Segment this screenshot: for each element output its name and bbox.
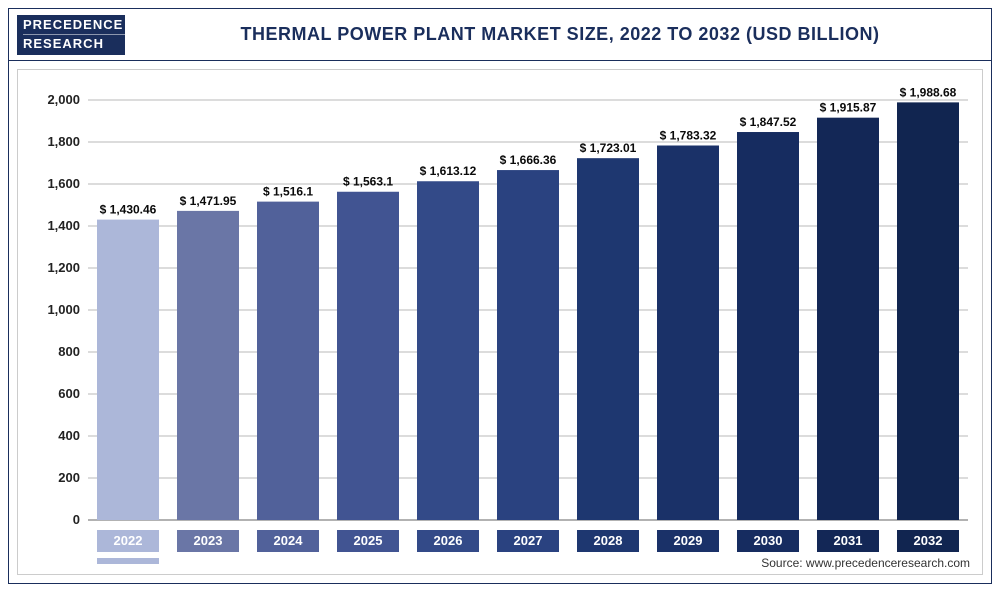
svg-text:$ 1,613.12: $ 1,613.12 <box>420 164 477 178</box>
source-prefix: Source: <box>761 556 806 570</box>
svg-text:$ 1,723.01: $ 1,723.01 <box>580 141 637 155</box>
svg-text:2022: 2022 <box>114 533 143 548</box>
svg-text:$ 1,915.87: $ 1,915.87 <box>820 101 877 115</box>
svg-text:2026: 2026 <box>434 533 463 548</box>
svg-text:$ 1,783.32: $ 1,783.32 <box>660 129 717 143</box>
svg-text:$ 1,666.36: $ 1,666.36 <box>500 153 557 167</box>
svg-text:2030: 2030 <box>754 533 783 548</box>
svg-text:1,400: 1,400 <box>47 218 80 233</box>
logo-line-2: RESEARCH <box>23 34 125 51</box>
svg-text:1,000: 1,000 <box>47 302 80 317</box>
svg-text:0: 0 <box>73 512 80 527</box>
svg-text:2028: 2028 <box>594 533 623 548</box>
svg-text:200: 200 <box>58 470 80 485</box>
logo-line-1: PRECEDENCE <box>23 18 125 32</box>
svg-text:1,600: 1,600 <box>47 176 80 191</box>
svg-text:$ 1,988.68: $ 1,988.68 <box>900 85 957 99</box>
svg-text:2023: 2023 <box>194 533 223 548</box>
svg-text:1,200: 1,200 <box>47 260 80 275</box>
svg-text:1,800: 1,800 <box>47 134 80 149</box>
svg-text:$ 1,847.52: $ 1,847.52 <box>740 115 797 129</box>
source-url: www.precedenceresearch.com <box>806 556 970 570</box>
svg-text:2031: 2031 <box>834 533 863 548</box>
svg-text:600: 600 <box>58 386 80 401</box>
bar-chart: 0 200 400 600 800 1,000 1,200 1,400 1,600 1,800 2,… <box>18 70 984 570</box>
brand-logo: PRECEDENCE RESEARCH <box>17 15 125 55</box>
svg-text:2024: 2024 <box>274 533 304 548</box>
svg-text:$ 1,471.95: $ 1,471.95 <box>180 194 237 208</box>
svg-text:2027: 2027 <box>514 533 543 548</box>
chart-region: 0 200 400 600 800 1,000 1,200 1,400 1,600 1,800 2,… <box>17 69 983 575</box>
svg-text:$ 1,430.46: $ 1,430.46 <box>100 203 157 217</box>
chart-title: THERMAL POWER PLANT MARKET SIZE, 2022 TO… <box>137 24 983 45</box>
svg-text:2025: 2025 <box>354 533 383 548</box>
svg-text:2,000: 2,000 <box>47 92 80 107</box>
svg-text:$ 1,516.1: $ 1,516.1 <box>263 185 313 199</box>
svg-text:400: 400 <box>58 428 80 443</box>
header: PRECEDENCE RESEARCH THERMAL POWER PLANT … <box>9 9 991 61</box>
svg-text:2029: 2029 <box>674 533 703 548</box>
svg-text:$ 1,563.1: $ 1,563.1 <box>343 175 393 189</box>
outer-frame: PRECEDENCE RESEARCH THERMAL POWER PLANT … <box>8 8 992 584</box>
source-citation: Source: www.precedenceresearch.com <box>761 556 970 570</box>
svg-text:800: 800 <box>58 344 80 359</box>
svg-text:2032: 2032 <box>914 533 943 548</box>
